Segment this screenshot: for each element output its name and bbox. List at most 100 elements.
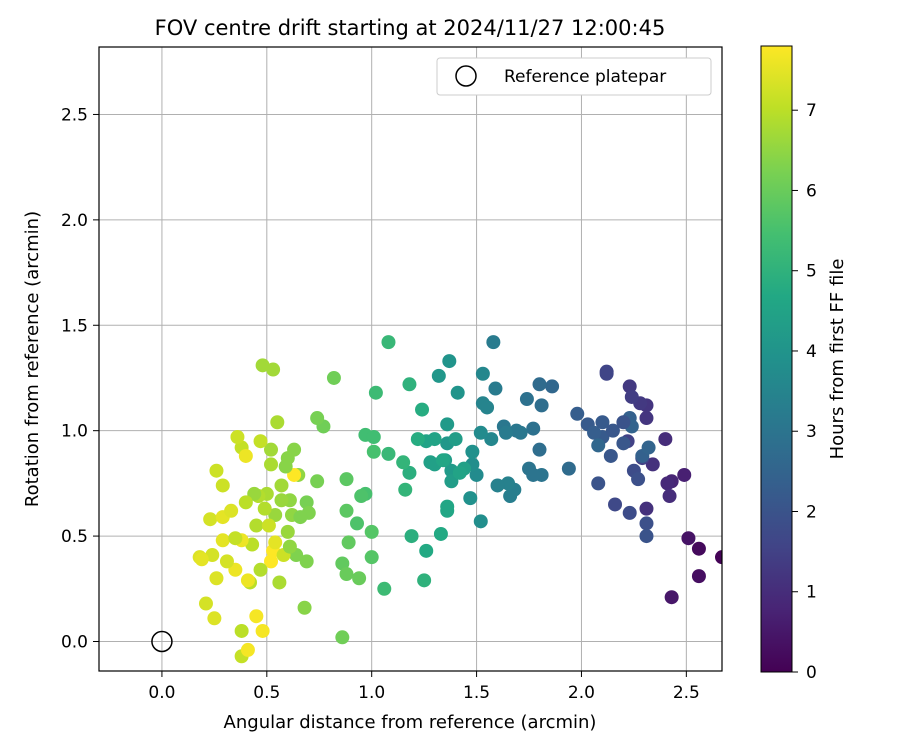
y-tick-label: 0.0 — [61, 632, 88, 652]
scatter-point — [255, 358, 270, 373]
scatter-point — [228, 531, 243, 546]
scatter-point — [622, 505, 637, 520]
scatter-point — [681, 531, 696, 546]
scatter-point — [486, 335, 501, 350]
scatter-point — [484, 432, 499, 447]
scatter-point — [415, 402, 430, 417]
colorbar-tick-label: 4 — [806, 342, 817, 362]
scatter-point — [431, 368, 446, 383]
scatter-point — [440, 417, 455, 432]
scatter-point — [366, 444, 381, 459]
scatter-point — [660, 476, 675, 491]
x-tick-label: 0.0 — [148, 683, 175, 703]
scatter-point — [209, 463, 224, 478]
scatter-point — [354, 489, 369, 504]
scatter-point — [352, 571, 367, 586]
scatter-point — [253, 434, 268, 449]
scatter-point — [715, 550, 722, 565]
scatter-point — [624, 389, 639, 404]
scatter-point — [498, 425, 513, 440]
scatter-point — [240, 642, 255, 657]
scatter-point — [255, 623, 270, 638]
colorbar-tick-label: 1 — [806, 583, 817, 603]
y-tick-label: 2.5 — [61, 105, 88, 125]
scatter-point — [480, 400, 495, 415]
colorbar-label: Hours from first FF file — [827, 259, 848, 460]
scatter-point — [203, 512, 218, 527]
scatter-point — [503, 489, 518, 504]
scatter-point — [526, 421, 541, 436]
scatter-point — [526, 467, 541, 482]
scatter-point — [605, 423, 620, 438]
scatter-point — [423, 455, 438, 470]
scatter-point — [519, 392, 534, 407]
scatter-point — [194, 552, 209, 567]
scatter-point — [450, 385, 465, 400]
scatter-point — [488, 381, 503, 396]
legend-label: Reference platepar — [504, 67, 666, 87]
data-points — [192, 335, 722, 664]
reference-marker-layer — [151, 630, 173, 653]
scatter-point — [261, 518, 276, 533]
scatter-point — [335, 556, 350, 571]
scatter-point — [608, 497, 623, 512]
colorbar-tick-label: 3 — [806, 422, 817, 442]
scatter-point — [264, 442, 279, 457]
colorbar-tick-label: 5 — [806, 262, 817, 282]
scatter-point — [631, 472, 646, 487]
scatter-point — [645, 457, 660, 472]
y-tick-label: 1.0 — [61, 422, 88, 442]
scatter-point — [224, 503, 239, 518]
scatter-point — [440, 503, 455, 518]
colorbar-tick-label: 2 — [806, 502, 817, 522]
scatter-point — [364, 550, 379, 565]
scatter-point — [463, 491, 478, 506]
scatter-point — [641, 440, 656, 455]
colorbar-ticks: 0 1 2 3 4 5 6 7 — [792, 101, 817, 683]
scatter-point — [658, 432, 673, 447]
scatter-point — [398, 482, 413, 497]
scatter-point — [350, 516, 365, 531]
scatter-point — [339, 472, 354, 487]
x-axis-label: Angular distance from reference (arcmin) — [224, 712, 597, 733]
legend-open-circle-icon — [455, 65, 477, 87]
scatter-point — [639, 516, 654, 531]
colorbar: 0 1 2 3 4 5 6 7 Hours from first FF file — [760, 45, 848, 683]
scatter-point — [299, 495, 314, 510]
x-tick-label: 0.5 — [253, 683, 280, 703]
y-tick-label: 1.5 — [61, 316, 88, 336]
scatter-point — [662, 489, 677, 504]
scatter-point — [664, 590, 679, 605]
scatter-point — [402, 377, 417, 392]
scatter-point — [297, 600, 312, 615]
scatter-point — [616, 436, 631, 451]
y-axis-ticks: 0.0 0.5 1.0 1.5 2.0 2.5 — [61, 105, 99, 652]
scatter-point — [207, 611, 222, 626]
scatter-point — [639, 529, 654, 544]
scatter-point — [230, 430, 245, 444]
scatter-point — [599, 366, 614, 381]
scatter-point — [377, 581, 392, 596]
scatter-point — [238, 448, 253, 463]
scatter-point — [268, 535, 283, 550]
x-tick-label: 1.5 — [463, 683, 490, 703]
scatter-point — [473, 425, 488, 440]
scatter-point — [280, 524, 295, 539]
y-tick-label: 2.0 — [61, 211, 88, 231]
scatter-point — [282, 539, 297, 554]
scatter-point — [364, 524, 379, 539]
scatter-point — [419, 543, 434, 558]
scatter-point — [381, 335, 396, 350]
x-tick-label: 2.0 — [568, 683, 595, 703]
scatter-point — [616, 415, 631, 430]
scatter-point — [310, 411, 325, 426]
scatter-point — [326, 370, 341, 385]
scatter-point — [310, 474, 325, 489]
scatter-point — [448, 432, 463, 447]
scatter-point — [366, 430, 381, 444]
scatter-point — [591, 476, 606, 491]
x-tick-label: 1.0 — [358, 683, 385, 703]
scatter-point — [272, 575, 287, 590]
scatter-point — [368, 385, 383, 400]
